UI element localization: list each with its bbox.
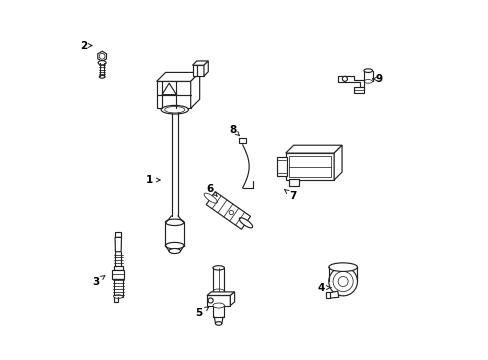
Ellipse shape <box>203 193 217 203</box>
Text: 5: 5 <box>195 307 208 318</box>
Polygon shape <box>337 76 363 87</box>
Text: 6: 6 <box>206 184 217 196</box>
Bar <box>192 65 203 76</box>
Polygon shape <box>206 292 234 296</box>
Text: 7: 7 <box>284 189 296 201</box>
Bar <box>288 156 330 177</box>
Bar <box>353 87 363 93</box>
Ellipse shape <box>229 210 233 215</box>
Ellipse shape <box>169 248 180 253</box>
Ellipse shape <box>99 53 105 59</box>
Polygon shape <box>203 61 208 76</box>
Bar <box>276 157 286 176</box>
Ellipse shape <box>342 76 346 81</box>
Text: 1: 1 <box>145 175 160 185</box>
Polygon shape <box>230 292 234 306</box>
Ellipse shape <box>212 303 224 308</box>
Ellipse shape <box>98 60 106 65</box>
Ellipse shape <box>239 218 252 228</box>
Polygon shape <box>113 266 122 270</box>
Text: 8: 8 <box>229 125 239 136</box>
Ellipse shape <box>328 267 357 296</box>
Ellipse shape <box>113 295 122 298</box>
Bar <box>239 138 246 143</box>
Bar <box>288 179 299 186</box>
Polygon shape <box>192 61 208 65</box>
Bar <box>206 296 230 306</box>
Polygon shape <box>162 83 176 95</box>
Polygon shape <box>206 192 250 229</box>
Polygon shape <box>115 237 121 252</box>
Ellipse shape <box>215 321 222 325</box>
Polygon shape <box>98 51 106 61</box>
Ellipse shape <box>363 80 372 83</box>
Bar <box>212 306 224 317</box>
Ellipse shape <box>212 289 224 293</box>
Ellipse shape <box>165 219 183 226</box>
Ellipse shape <box>161 105 188 114</box>
Bar <box>285 153 333 180</box>
Polygon shape <box>327 291 338 298</box>
Ellipse shape <box>337 276 347 287</box>
Text: 3: 3 <box>92 276 104 287</box>
Ellipse shape <box>99 75 105 78</box>
Ellipse shape <box>328 263 357 271</box>
Bar <box>112 270 124 279</box>
Bar <box>325 292 329 298</box>
Polygon shape <box>285 145 341 153</box>
Bar <box>115 231 121 237</box>
Text: 4: 4 <box>317 283 330 293</box>
Ellipse shape <box>165 242 183 249</box>
Ellipse shape <box>363 69 372 72</box>
Polygon shape <box>156 72 199 81</box>
Ellipse shape <box>332 271 352 292</box>
Ellipse shape <box>212 266 224 270</box>
Polygon shape <box>333 145 341 180</box>
Text: 2: 2 <box>81 41 92 50</box>
Bar <box>156 81 190 108</box>
Bar <box>113 279 122 297</box>
Ellipse shape <box>164 107 184 113</box>
Text: 9: 9 <box>372 74 382 84</box>
Polygon shape <box>190 72 199 108</box>
Ellipse shape <box>208 298 213 303</box>
